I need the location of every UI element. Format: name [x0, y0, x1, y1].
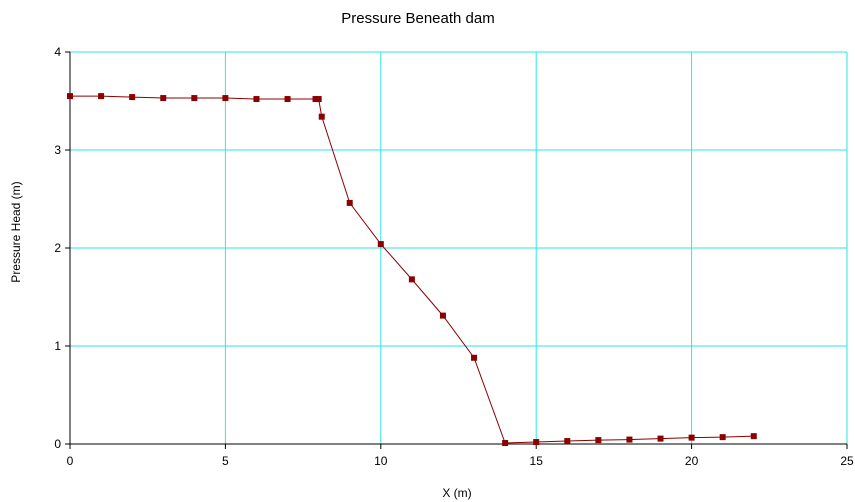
data-point	[222, 95, 229, 102]
y-tick-label: 0	[54, 437, 61, 451]
y-axis-label: Pressure Head (m)	[9, 181, 23, 282]
y-tick-label: 4	[54, 45, 61, 59]
data-point	[626, 436, 633, 443]
x-tick-label: 15	[530, 454, 544, 468]
x-tick-label: 0	[67, 454, 74, 468]
data-point	[750, 433, 757, 440]
axes	[65, 51, 848, 449]
data-point	[377, 241, 384, 248]
data-point	[408, 276, 415, 283]
data-point	[160, 95, 167, 102]
data-point	[688, 434, 695, 441]
data-point	[533, 439, 540, 446]
data-point	[315, 96, 322, 103]
series-layer	[67, 93, 757, 447]
chart-title: Pressure Beneath dam	[341, 10, 494, 27]
tick-labels: 0 5 10 15 20 25 0 1 2 3 4	[54, 45, 854, 468]
y-tick-label: 1	[54, 339, 61, 353]
data-point	[98, 93, 105, 100]
data-point	[564, 438, 571, 445]
data-point	[191, 95, 198, 102]
x-axis-label: X (m)	[442, 486, 471, 500]
y-tick-label: 3	[54, 143, 61, 157]
data-point	[471, 354, 478, 361]
series-line	[70, 95, 754, 444]
data-point	[284, 96, 291, 103]
x-tick-label: 5	[222, 454, 229, 468]
data-point	[129, 94, 136, 101]
y-tick-label: 2	[54, 241, 61, 255]
x-tick-label: 25	[840, 454, 854, 468]
data-point	[346, 199, 353, 206]
data-point	[439, 312, 446, 319]
data-point	[595, 437, 602, 444]
x-tick-label: 10	[374, 454, 388, 468]
data-point	[253, 96, 260, 103]
grid-lines	[70, 51, 848, 444]
data-point	[719, 434, 726, 441]
data-point	[318, 113, 325, 120]
data-point	[67, 93, 73, 100]
data-point	[657, 435, 664, 442]
data-point	[502, 440, 509, 447]
data-point	[312, 96, 319, 103]
x-tick-label: 20	[685, 454, 699, 468]
